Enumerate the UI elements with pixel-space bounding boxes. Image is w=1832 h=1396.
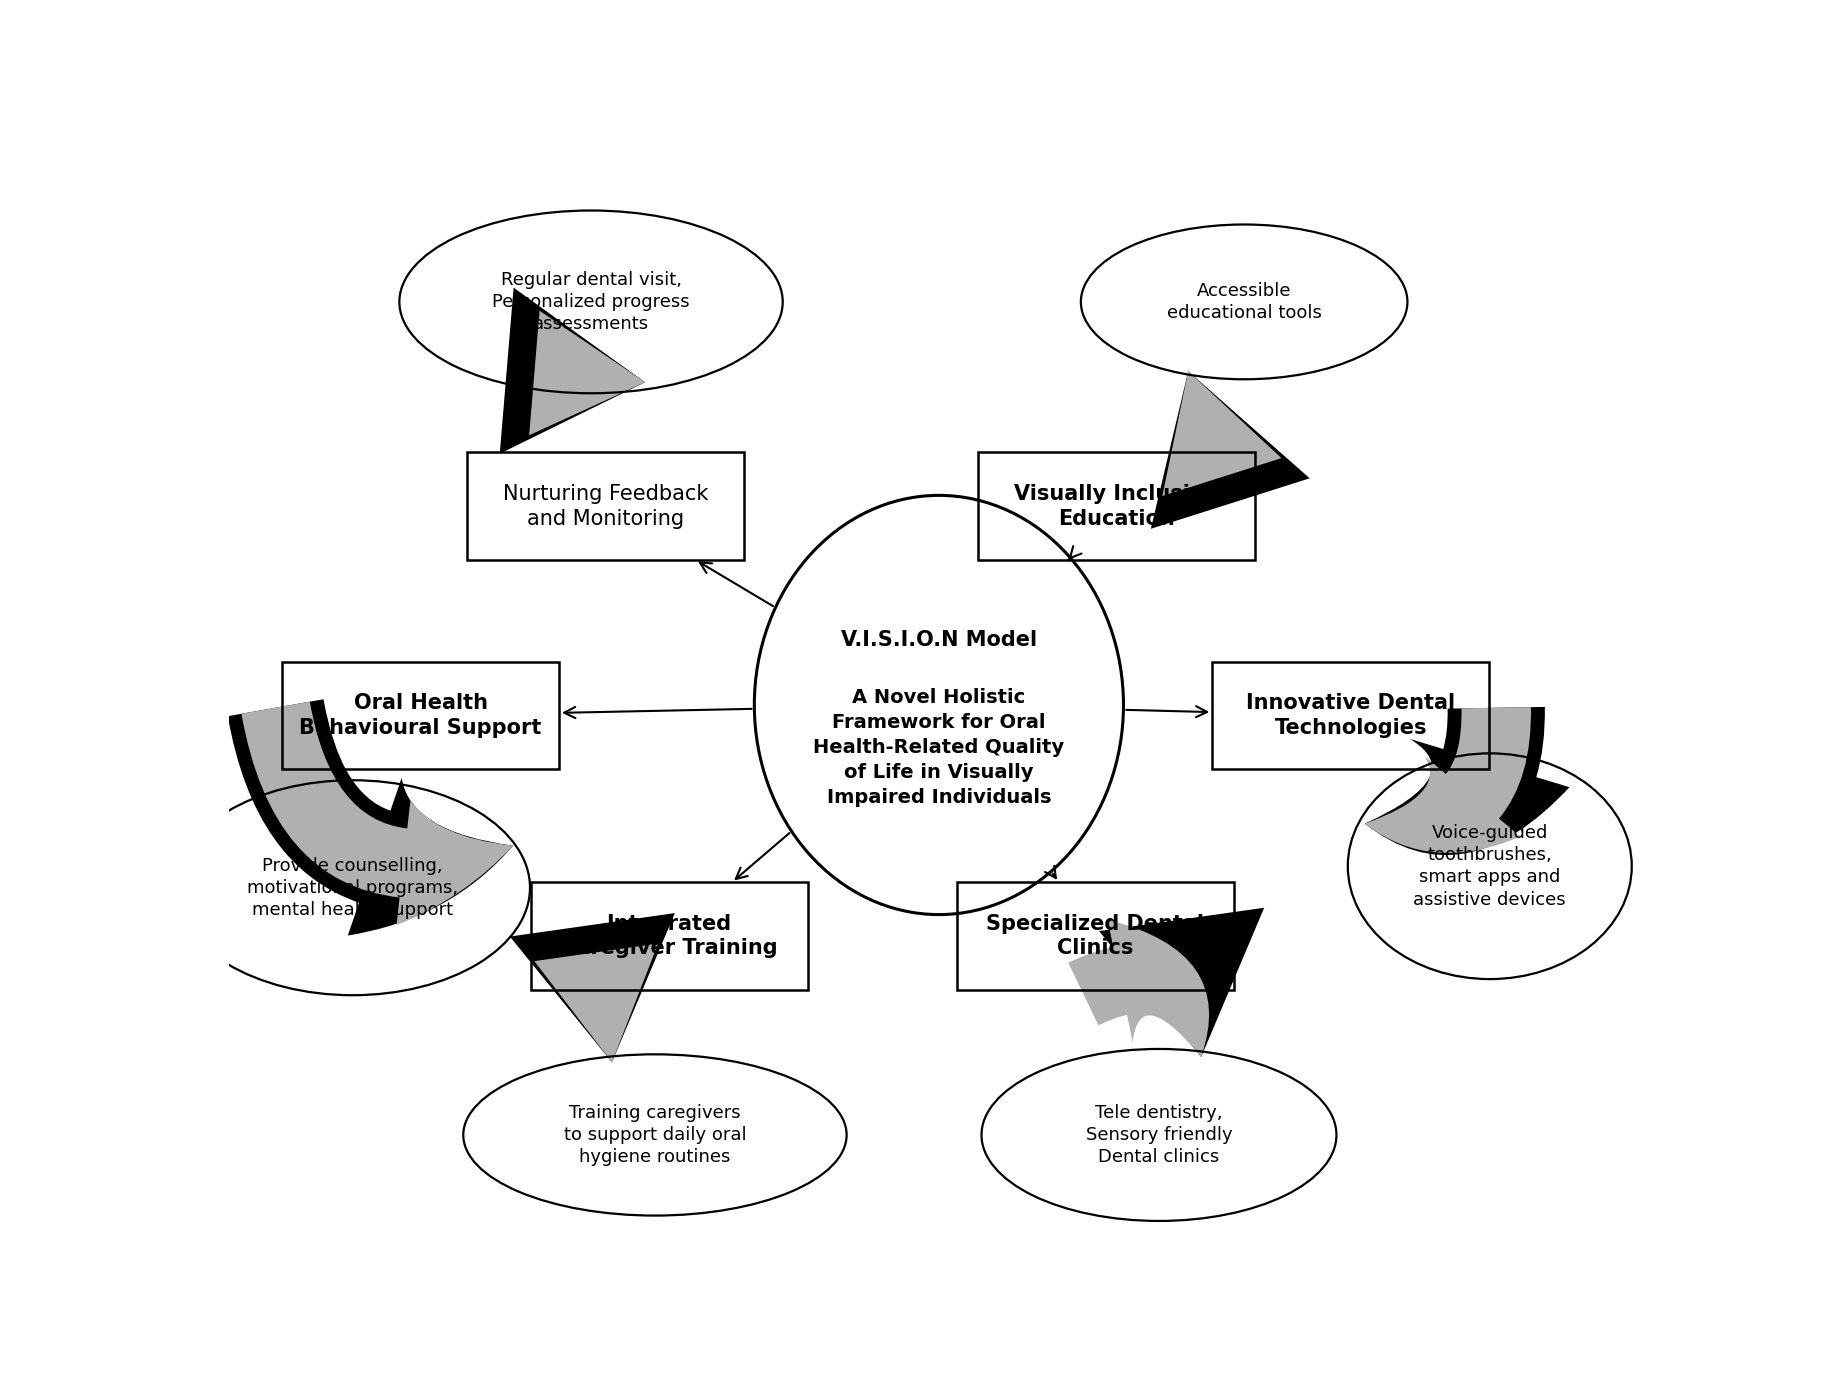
Text: Accessible
educational tools: Accessible educational tools [1167,282,1321,322]
FancyArrowPatch shape [500,288,645,454]
Text: Integrated
Caregiver Training: Integrated Caregiver Training [561,914,777,959]
FancyArrowPatch shape [242,702,513,926]
Text: Specialized Dental
Clinics: Specialized Dental Clinics [986,914,1204,959]
FancyArrowPatch shape [1150,371,1310,529]
FancyArrowPatch shape [1099,907,1264,1057]
Text: A Novel Holistic
Framework for Oral
Health-Related Quality
of Life in Visually
I: A Novel Holistic Framework for Oral Heal… [813,688,1064,807]
Text: Nurturing Feedback
and Monitoring: Nurturing Feedback and Monitoring [502,484,707,529]
FancyArrowPatch shape [509,913,674,1062]
FancyArrowPatch shape [1365,706,1570,856]
Bar [956,882,1233,990]
FancyArrowPatch shape [1068,920,1209,1057]
Text: Training caregivers
to support daily oral
hygiene routines: Training caregivers to support daily ora… [564,1104,746,1166]
Text: Voice-guided
toothbrushes,
smart apps and
assistive devices: Voice-guided toothbrushes, smart apps an… [1414,824,1566,909]
Text: Innovative Dental
Technologies: Innovative Dental Technologies [1246,694,1455,738]
Text: Tele dentistry,
Sensory friendly
Dental clinics: Tele dentistry, Sensory friendly Dental … [1086,1104,1233,1166]
Bar [978,452,1255,560]
FancyArrowPatch shape [529,311,645,436]
FancyArrowPatch shape [1161,371,1281,496]
Text: Oral Health
Behavioural Support: Oral Health Behavioural Support [299,694,542,738]
Text: V.I.S.I.O.N Model: V.I.S.I.O.N Model [841,631,1037,651]
Bar [531,882,808,990]
FancyArrowPatch shape [227,699,513,935]
Text: Regular dental visit,
Personalized progress
assessments: Regular dental visit, Personalized progr… [493,271,691,334]
FancyArrowPatch shape [535,944,658,1062]
Bar [282,662,559,769]
Text: Visually Inclusive
Education: Visually Inclusive Education [1015,484,1218,529]
Bar [1213,662,1489,769]
FancyArrowPatch shape [1365,708,1532,853]
Bar [467,452,744,560]
Text: Provide counselling,
motivational programs,
mental health support: Provide counselling, motivational progra… [247,857,458,919]
